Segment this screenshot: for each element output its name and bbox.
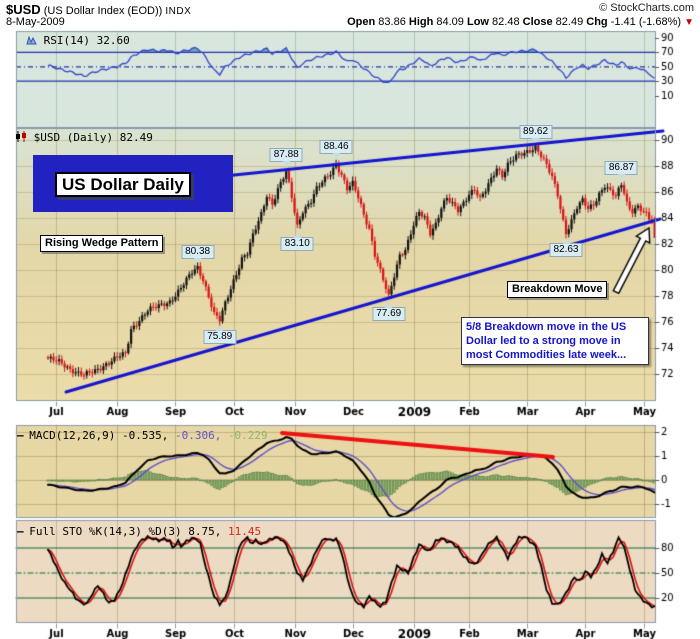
change-direction-icon: ▼ (684, 17, 694, 28)
price-flag: 82.63 (549, 238, 583, 257)
macd-line-sample: — (17, 429, 24, 442)
flag-pointer-icon (215, 326, 224, 332)
sto-k-value: 8.75, (188, 525, 222, 538)
rsi-legend-label: RSI(14) 32.60 (43, 34, 130, 47)
close-label: Close (522, 16, 553, 28)
flag-pointer-icon (282, 160, 291, 166)
chart-date: 8-May-2009 (6, 16, 65, 28)
sto-legend-label: Full STO %K(14,3) %D(3) (29, 525, 182, 538)
flag-pointer-icon (293, 232, 302, 238)
change-label: Chg (586, 16, 608, 28)
flag-pointer-icon (531, 137, 540, 143)
flag-pointer-icon (193, 258, 202, 264)
breakdown-move-label: Breakdown Move (507, 281, 608, 298)
candlestick-icon (16, 131, 26, 142)
rising-wedge-label: Rising Wedge Pattern (40, 235, 164, 252)
macd-legend-label: MACD(12,26,9) (29, 429, 116, 442)
sto-d-value: 11.45 (227, 525, 262, 538)
price-legend-label: $USD (Daily) 82.49 (33, 131, 153, 144)
price-legend: $USD (Daily) 82.49 (15, 131, 153, 144)
symbol: $USD (6, 2, 41, 17)
price-flag: 80.38 (181, 245, 215, 264)
open-value: 83.86 (378, 16, 406, 28)
sto-line-sample: — (17, 525, 24, 538)
title-annotation-text: US Dollar Daily (55, 172, 191, 197)
flag-pointer-icon (384, 303, 393, 309)
price-flag: 87.88 (269, 147, 303, 166)
flag-pointer-icon (561, 238, 570, 244)
flag-pointer-icon (617, 173, 626, 179)
macd-hist-value: -0.229 (227, 429, 268, 442)
flag-pointer-icon (332, 153, 341, 159)
rsi-icon (26, 35, 37, 45)
change-value: -1.41 (-1.68%) (610, 16, 682, 28)
high-label: High (408, 16, 434, 28)
copyright-link[interactable]: © StockCharts.com (599, 2, 694, 14)
close-value: 82.49 (555, 16, 584, 28)
exchange: INDX (165, 6, 192, 17)
price-flag: 88.46 (319, 140, 353, 159)
sto-legend: — Full STO %K(14,3) %D(3) 8.75, 11.45 (17, 525, 261, 538)
low-value: 82.48 (492, 16, 520, 28)
symbol-name: (US Dollar Index (EOD)) (43, 5, 163, 17)
macd-signal-value: -0.306, (174, 429, 222, 442)
price-flag: 77.69 (372, 303, 406, 322)
open-label: Open (347, 16, 376, 28)
price-flag: 89.62 (519, 124, 553, 143)
title-annotation-box: US Dollar Daily (33, 155, 233, 212)
rsi-legend: RSI(14) 32.60 (26, 34, 130, 47)
ohlc-quote: Open 83.86 High 84.09 Low 82.48 Close 82… (347, 16, 694, 28)
macd-value: -0.535, (121, 429, 169, 442)
chart-header: $USD (US Dollar Index (EOD)) INDX © Stoc… (6, 2, 696, 30)
price-flag: 83.10 (280, 232, 314, 251)
low-label: Low (466, 16, 489, 28)
price-flag: 86.87 (604, 160, 638, 179)
macd-legend: — MACD(12,26,9) -0.535, -0.306, -0.229 (17, 429, 268, 442)
high-value: 84.09 (436, 16, 464, 28)
note-annotation: 5/8 Breakdown move in the US Dollar led … (461, 317, 649, 365)
price-flag: 75.89 (203, 326, 237, 345)
